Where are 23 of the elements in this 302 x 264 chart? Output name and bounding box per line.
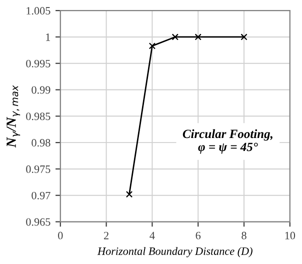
y-tick-label: 0.975: [26, 165, 50, 173]
point: [126, 190, 133, 198]
x-tick-label: 0: [58, 232, 63, 240]
x-tick-label: 10: [285, 232, 296, 240]
x-tick-label: 2: [104, 232, 108, 240]
y-axis-title: N$_{γ}$/N$_{γ,max}$: [6, 85, 20, 148]
y-tick-label: 0.995: [26, 60, 50, 68]
y-tick-label: 1: [46, 33, 50, 41]
y-tick-label: 0.98: [32, 139, 50, 147]
x-axis-title: Horizontal Boundary Distance (D): [97, 247, 252, 258]
x-tick-label: 6: [196, 232, 201, 240]
x-tick-label: 8: [242, 232, 246, 240]
point: [148, 42, 156, 50]
y-tick-label: 0.965: [26, 218, 50, 226]
annotation: Circular Footing, φ = ψ = 45°: [182, 129, 272, 154]
point: [240, 34, 248, 40]
point: [172, 34, 178, 40]
point: [194, 34, 202, 40]
x-tick-label: 4: [150, 232, 155, 240]
y-tick-label: 0.985: [26, 112, 50, 120]
y-tick-label: 1.005: [26, 7, 50, 15]
y-tick-label: 0.97: [32, 192, 50, 200]
y-tick-label: 0.99: [32, 86, 50, 94]
